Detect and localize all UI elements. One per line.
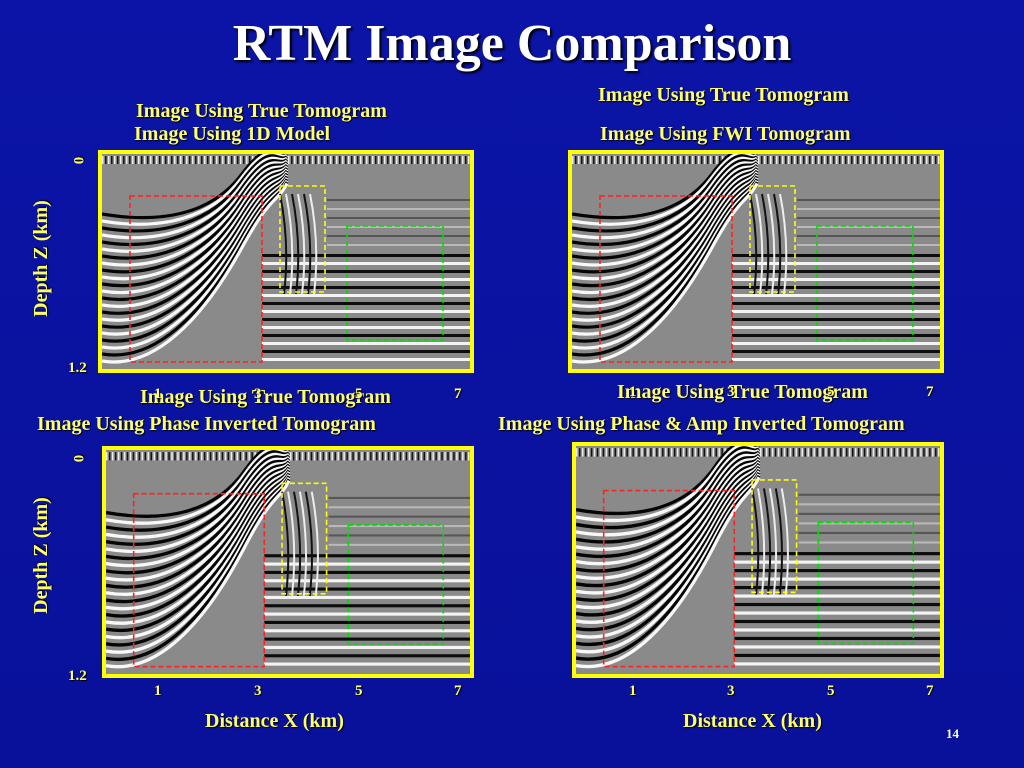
y-tick-1.2-bottom: 1.2 bbox=[68, 668, 87, 684]
rtm-panel-1d-model bbox=[98, 150, 474, 373]
distance-axis-label-right: Distance X (km) bbox=[683, 710, 822, 732]
x-tick-7-left: 7 bbox=[454, 683, 462, 699]
panel4-caption-top: Image Using True Tomogram bbox=[617, 381, 868, 403]
x-tick-3-mid-right: 3 bbox=[727, 384, 735, 400]
page-number: 14 bbox=[946, 726, 959, 741]
x-tick-3-mid-left: 3 bbox=[254, 386, 262, 402]
x-tick-7-mid-left: 7 bbox=[454, 386, 462, 402]
x-tick-5-left: 5 bbox=[355, 683, 363, 699]
seismic-image bbox=[102, 154, 470, 369]
panel2-caption-top: Image Using True Tomogram bbox=[598, 84, 849, 106]
panel4-caption-main: Image Using Phase & Amp Inverted Tomogra… bbox=[498, 413, 905, 435]
rtm-panel-phase-amp-inverted bbox=[572, 442, 944, 678]
seismic-image bbox=[576, 446, 940, 674]
y-tick-0-top: 0 bbox=[71, 156, 88, 165]
x-tick-1-mid-left: 1 bbox=[154, 386, 162, 402]
x-tick-7-right: 7 bbox=[926, 683, 934, 699]
distance-axis-label-left: Distance X (km) bbox=[205, 710, 344, 732]
x-tick-1-mid-right: 1 bbox=[629, 384, 637, 400]
depth-axis-label-bottom: Depth Z (km) bbox=[29, 497, 52, 614]
x-tick-5-mid-right: 5 bbox=[827, 384, 835, 400]
slide-title: RTM Image Comparison bbox=[232, 15, 792, 72]
x-tick-3-right: 3 bbox=[727, 683, 735, 699]
panel1-caption-main: Image Using 1D Model bbox=[134, 123, 331, 145]
x-tick-5-right: 5 bbox=[827, 683, 835, 699]
rtm-panel-phase-inverted bbox=[102, 446, 474, 678]
y-tick-1.2-top: 1.2 bbox=[68, 360, 87, 376]
y-tick-0-bottom: 0 bbox=[71, 454, 88, 463]
panel1-caption-top: Image Using True Tomogram bbox=[136, 100, 387, 122]
panel3-caption-top: Image Using True Tomogram bbox=[140, 386, 391, 408]
x-tick-7-mid-right: 7 bbox=[926, 384, 934, 400]
seismic-image bbox=[106, 450, 470, 674]
rtm-panel-fwi-tomogram bbox=[568, 150, 944, 373]
x-tick-3-left: 3 bbox=[254, 683, 262, 699]
panel2-caption-main: Image Using FWI Tomogram bbox=[600, 123, 851, 145]
x-tick-1-left: 1 bbox=[154, 683, 162, 699]
x-tick-5-mid-left: 5 bbox=[355, 386, 363, 402]
depth-axis-label-top: Depth Z (km) bbox=[29, 200, 52, 317]
x-tick-1-right: 1 bbox=[629, 683, 637, 699]
panel3-caption-main: Image Using Phase Inverted Tomogram bbox=[37, 413, 376, 435]
seismic-image bbox=[572, 154, 940, 369]
